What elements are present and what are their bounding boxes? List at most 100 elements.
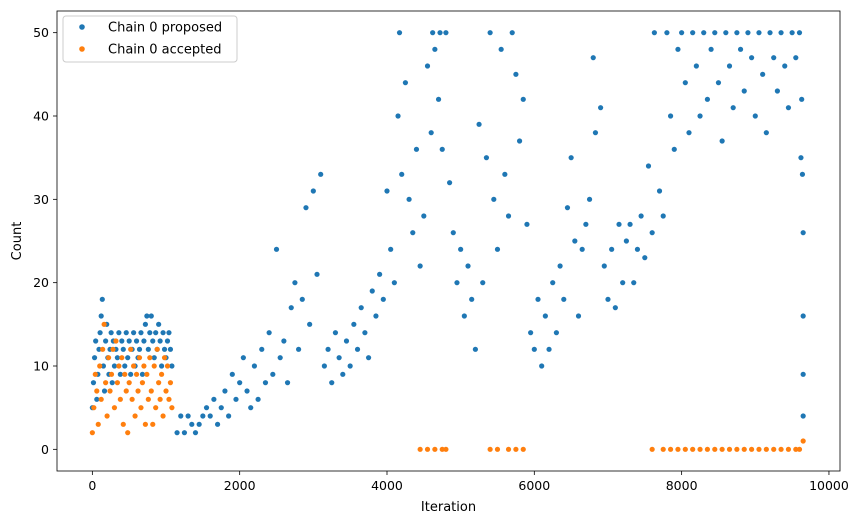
point-series-1-79 — [756, 446, 762, 452]
point-series-0-219 — [749, 55, 755, 61]
point-series-0-167 — [557, 263, 563, 269]
point-series-0-79 — [244, 388, 250, 394]
point-series-1-53 — [167, 380, 174, 386]
point-series-0-151 — [498, 46, 504, 52]
point-series-1-9 — [103, 380, 109, 386]
point-series-0-227 — [778, 30, 784, 36]
point-series-1-51 — [164, 363, 171, 369]
point-series-0-212 — [723, 30, 729, 36]
point-series-0-200 — [679, 30, 685, 36]
point-series-0-42 — [144, 313, 150, 319]
point-series-0-228 — [782, 63, 788, 69]
point-series-0-135 — [439, 146, 445, 152]
point-series-0-152 — [502, 171, 508, 177]
point-series-0-110 — [358, 305, 364, 311]
point-series-0-128 — [421, 213, 427, 219]
point-series-0-117 — [384, 188, 390, 194]
point-series-0-2 — [91, 355, 98, 361]
point-series-0-81 — [251, 363, 258, 369]
point-series-1-26 — [128, 346, 134, 352]
point-series-0-84 — [262, 380, 269, 386]
point-series-0-171 — [572, 238, 578, 244]
point-series-0-197 — [667, 113, 674, 119]
point-series-0-172 — [575, 313, 582, 319]
point-series-1-83 — [785, 446, 792, 452]
point-series-0-52 — [159, 363, 165, 369]
point-series-0-59 — [169, 363, 175, 369]
point-series-0-69 — [207, 413, 213, 419]
point-series-0-195 — [660, 213, 666, 219]
point-series-0-180 — [605, 296, 611, 302]
point-series-0-54 — [161, 346, 168, 352]
point-series-1-49 — [161, 355, 168, 361]
point-series-1-78 — [749, 446, 755, 452]
point-series-1-30 — [133, 371, 140, 377]
point-series-1-41 — [150, 421, 156, 427]
point-series-0-207 — [704, 96, 711, 102]
point-series-1-33 — [138, 405, 144, 411]
point-series-0-225 — [771, 55, 777, 61]
point-series-0-76 — [233, 396, 239, 402]
point-series-0-209 — [712, 30, 718, 36]
point-series-0-173 — [579, 246, 585, 252]
point-series-1-67 — [667, 446, 674, 452]
point-series-0-204 — [693, 63, 699, 69]
point-series-1-37 — [144, 371, 150, 377]
point-series-0-194 — [656, 188, 663, 194]
legend-label-accepted: Chain 0 accepted — [108, 43, 222, 58]
point-series-0-104 — [336, 355, 342, 361]
point-series-1-84 — [793, 446, 799, 452]
legend-box — [62, 15, 238, 63]
legend-label-proposed: Chain 0 proposed — [108, 21, 222, 36]
point-series-0-103 — [332, 330, 339, 336]
point-series-1-28 — [131, 363, 137, 369]
point-series-0-233 — [798, 155, 804, 161]
point-series-0-192 — [649, 230, 655, 236]
point-series-0-237 — [800, 313, 806, 319]
point-series-1-17 — [114, 380, 120, 386]
point-series-0-108 — [351, 321, 357, 327]
point-series-1-27 — [129, 396, 135, 402]
point-series-1-15 — [111, 405, 118, 411]
y-axis-label: Count — [10, 222, 25, 261]
point-series-0-134 — [437, 30, 443, 36]
point-series-0-109 — [354, 346, 361, 352]
point-series-0-150 — [494, 246, 501, 252]
point-series-0-174 — [583, 221, 589, 227]
point-series-0-146 — [480, 280, 486, 286]
point-series-1-35 — [141, 363, 147, 369]
point-series-0-199 — [675, 46, 681, 52]
point-series-1-68 — [675, 446, 681, 452]
point-series-1-76 — [734, 446, 740, 452]
point-series-0-129 — [424, 63, 431, 69]
point-series-1-82 — [778, 446, 784, 452]
point-series-1-55 — [417, 446, 423, 452]
point-series-0-11 — [101, 388, 108, 394]
point-series-0-57 — [166, 330, 172, 336]
y-tick-label-3: 30 — [33, 192, 49, 207]
point-series-0-218 — [745, 30, 751, 36]
point-series-0-61 — [178, 413, 184, 419]
point-series-0-106 — [343, 338, 350, 344]
point-series-0-39 — [139, 371, 146, 377]
point-series-0-78 — [240, 355, 246, 361]
legend-marker-proposed — [79, 24, 85, 30]
point-series-0-37 — [136, 346, 143, 352]
point-series-1-57 — [432, 446, 438, 452]
point-series-1-85 — [796, 446, 803, 452]
point-series-1-62 — [505, 446, 512, 452]
point-series-0-157 — [520, 96, 526, 102]
legend-marker-accepted — [79, 46, 85, 52]
point-series-0-72 — [218, 405, 224, 411]
point-series-0-179 — [601, 263, 607, 269]
point-series-0-214 — [730, 105, 736, 111]
point-series-0-187 — [631, 280, 637, 286]
point-series-0-101 — [325, 346, 331, 352]
point-series-0-136 — [443, 30, 449, 36]
point-series-1-52 — [166, 396, 172, 402]
point-series-0-223 — [763, 130, 769, 136]
point-series-0-50 — [156, 321, 162, 327]
point-series-0-111 — [362, 330, 368, 336]
point-series-0-148 — [487, 30, 493, 36]
point-series-0-9 — [99, 296, 105, 302]
